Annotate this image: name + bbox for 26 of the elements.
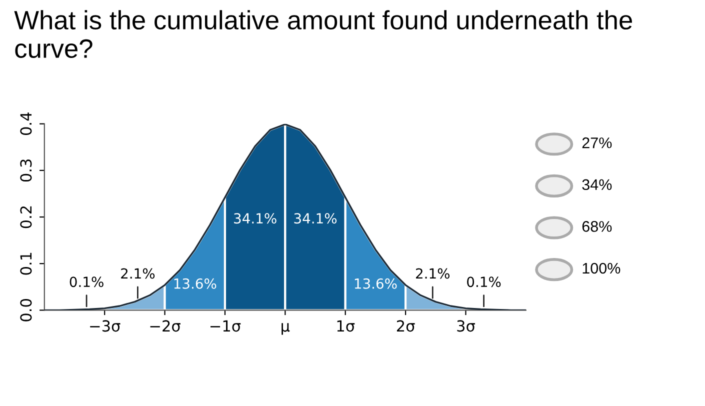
annotation: 0.1% xyxy=(467,276,501,288)
x-tick-label: −2σ xyxy=(150,320,180,332)
annotation: 2.1% xyxy=(416,268,450,279)
text: 27% xyxy=(582,137,612,148)
series-label: 34.1% xyxy=(234,213,276,224)
text: 100% xyxy=(582,262,620,274)
line-series xyxy=(44,124,526,310)
series-label: 13.6% xyxy=(354,278,397,289)
series-label: 13.6% xyxy=(174,278,216,289)
x-tick-label: μ xyxy=(282,323,290,335)
y-tick-label: 0.2 xyxy=(20,206,32,228)
chart-title: What is the cumulative amount found underneath the curve? xyxy=(14,10,632,58)
text: 68% xyxy=(582,221,612,232)
x-tick-label: −3σ xyxy=(90,320,120,332)
x-tick-label: 3σ xyxy=(457,320,475,332)
annotation: 0.1% xyxy=(70,276,104,288)
annotation: 2.1% xyxy=(121,268,155,279)
x-tick-label: 1σ xyxy=(337,320,355,332)
series-label: 34.1% xyxy=(294,213,337,224)
y-tick-label: 0.1 xyxy=(20,252,32,275)
y-tick-label: 0.4 xyxy=(20,112,32,135)
x-tick-label: −1σ xyxy=(210,320,241,332)
y-tick-label: 0.0 xyxy=(20,299,32,322)
x-tick-label: 2σ xyxy=(396,320,415,332)
y-tick-label: 0.3 xyxy=(20,159,32,182)
text: 34% xyxy=(582,179,612,190)
